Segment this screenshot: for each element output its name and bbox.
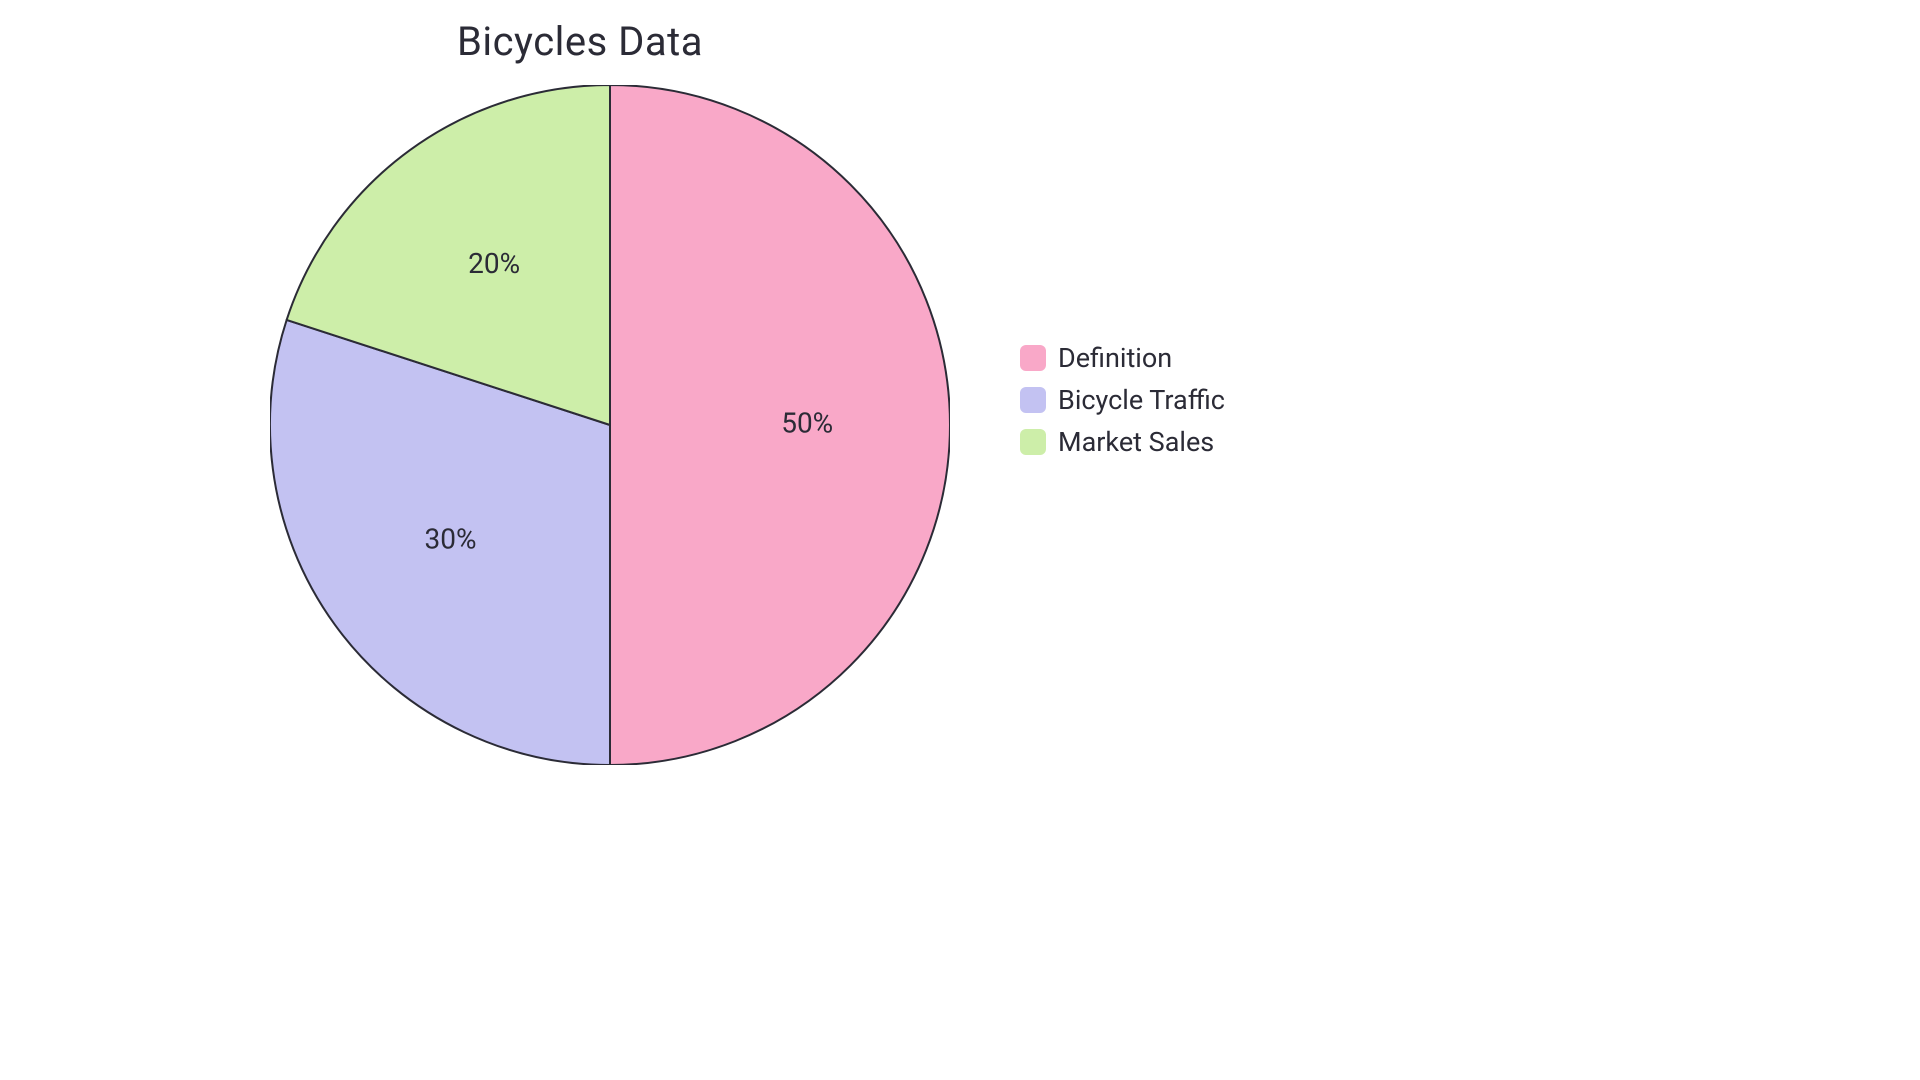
pie-slice-0 bbox=[610, 85, 950, 765]
slice-label-1: 30% bbox=[424, 522, 476, 555]
slice-label-0: 50% bbox=[781, 406, 833, 439]
legend-swatch-2 bbox=[1020, 429, 1046, 455]
legend-item-2: Market Sales bbox=[1020, 426, 1225, 458]
legend-swatch-1 bbox=[1020, 387, 1046, 413]
chart-title: Bicycles Data bbox=[0, 18, 1160, 65]
legend: Definition Bicycle Traffic Market Sales bbox=[1020, 342, 1225, 458]
legend-label-0: Definition bbox=[1058, 342, 1172, 374]
chart-container: Bicycles Data 50% 30% 20% Definition Bicycl… bbox=[0, 0, 1920, 1080]
legend-item-1: Bicycle Traffic bbox=[1020, 384, 1225, 416]
legend-swatch-0 bbox=[1020, 345, 1046, 371]
pie-chart: 50% 30% 20% bbox=[270, 85, 950, 765]
legend-item-0: Definition bbox=[1020, 342, 1225, 374]
legend-label-1: Bicycle Traffic bbox=[1058, 384, 1225, 416]
legend-label-2: Market Sales bbox=[1058, 426, 1214, 458]
slice-label-2: 20% bbox=[468, 247, 520, 280]
